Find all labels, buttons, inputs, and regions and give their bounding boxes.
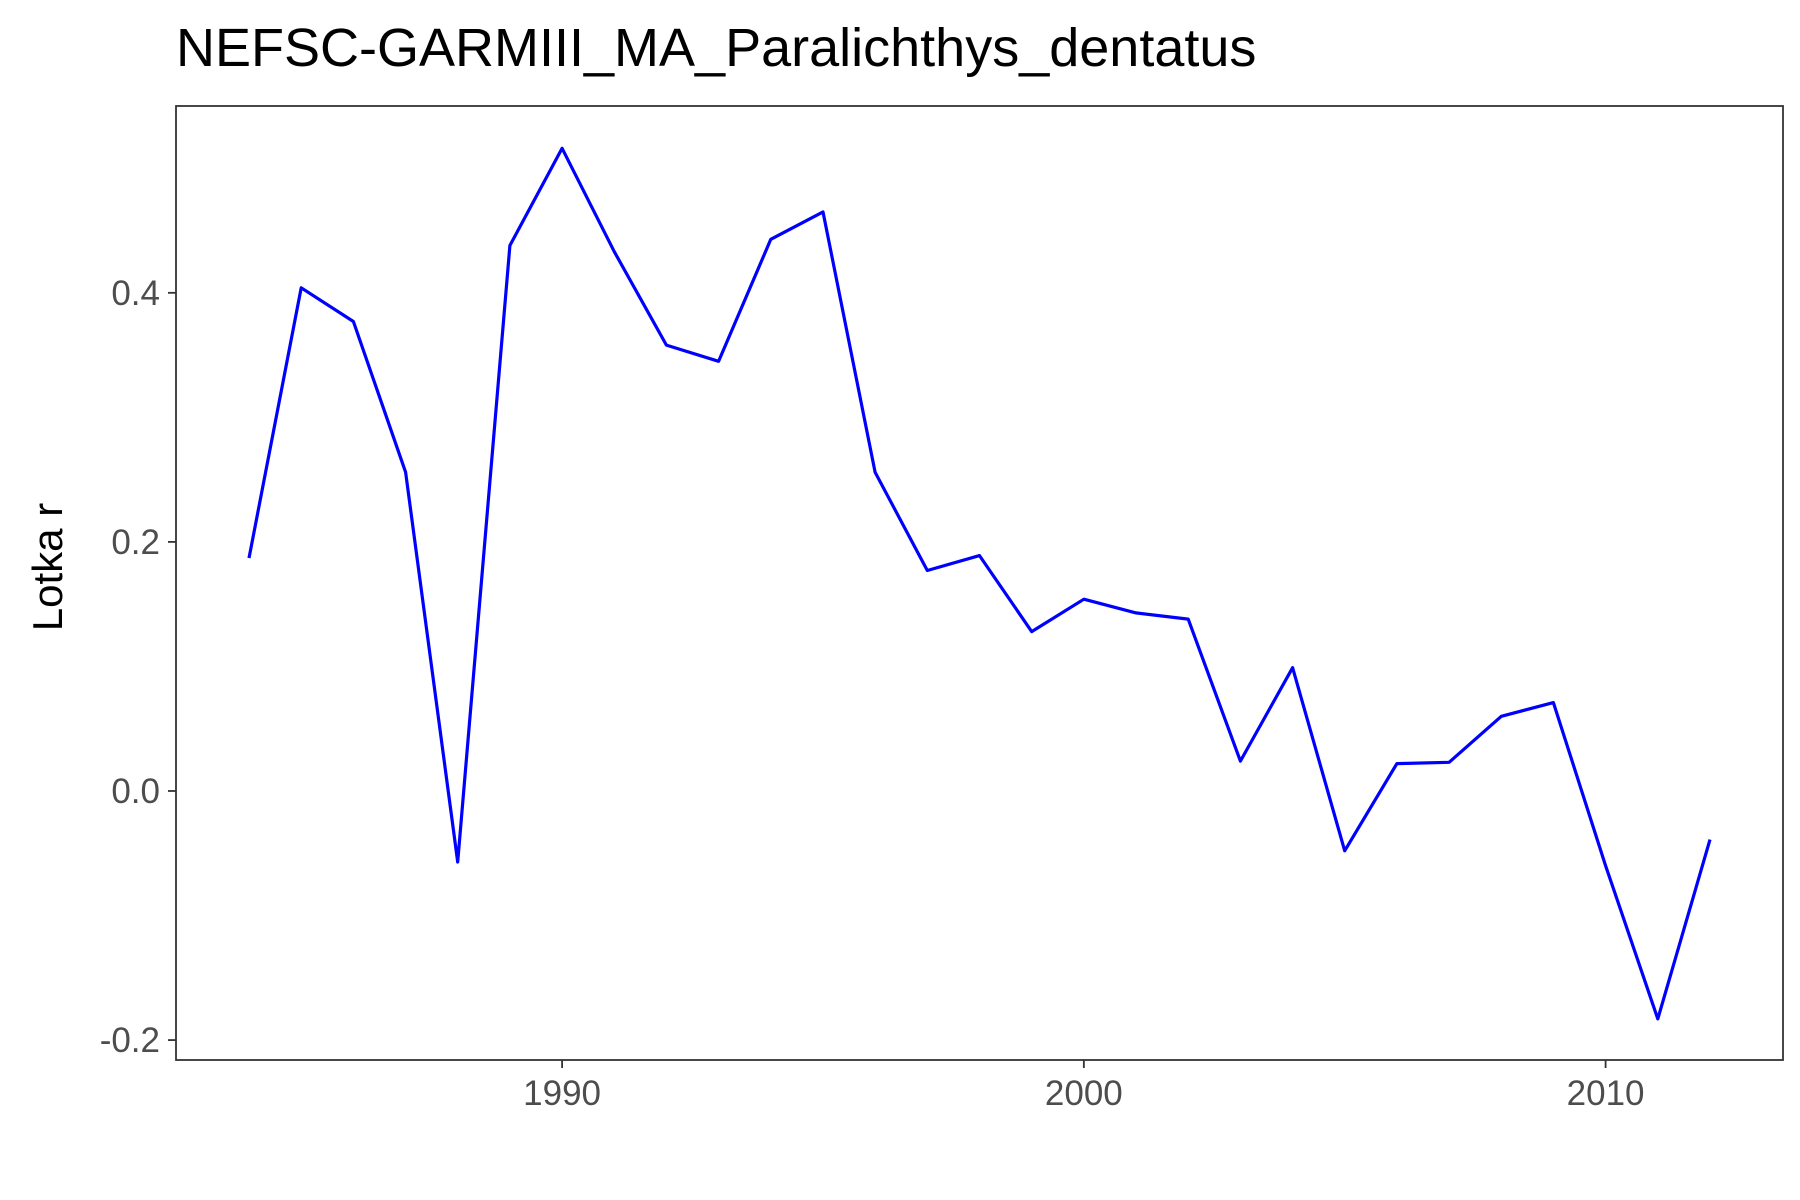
x-tick-label: 2010 — [1567, 1074, 1645, 1113]
x-tick-label: 2000 — [1045, 1074, 1123, 1113]
x-tick-label: 1990 — [523, 1074, 601, 1113]
chart-title: NEFSC-GARMIII_MA_Paralichthys_dentatus — [176, 18, 1256, 78]
series-line — [247, 146, 1712, 1021]
y-tick-label: 0.4 — [111, 274, 160, 313]
plot-panel-border — [175, 105, 1784, 1061]
y-axis: -0.2 0.0 0.2 0.4 — [100, 274, 176, 1060]
y-tick-label: -0.2 — [100, 1021, 160, 1060]
x-axis: 1990 2000 2010 — [523, 1060, 1645, 1113]
y-tick-label: 0.0 — [111, 772, 160, 811]
y-tick-label: 0.2 — [111, 523, 160, 562]
y-axis-title: Lotka r — [24, 503, 71, 631]
series-layer — [247, 146, 1712, 1021]
